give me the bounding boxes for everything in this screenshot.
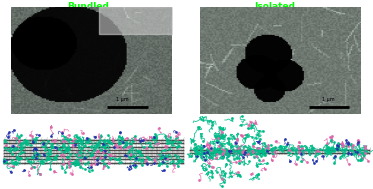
Text: Bundled
System: Bundled System [67, 2, 109, 21]
Text: Isolated
System: Isolated System [254, 2, 295, 21]
